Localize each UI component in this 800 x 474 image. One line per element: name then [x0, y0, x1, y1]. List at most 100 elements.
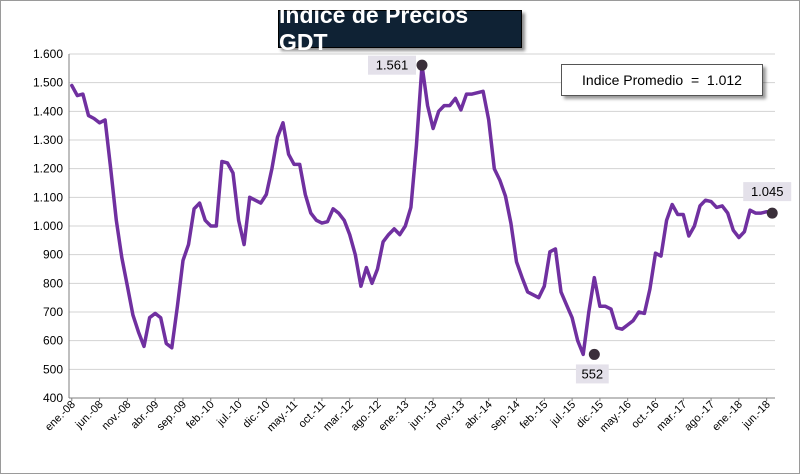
data-point [632, 319, 634, 321]
data-point [382, 241, 384, 243]
data-point [109, 167, 111, 169]
data-point [660, 255, 662, 257]
chart-title: Indice de Precios GDT [279, 2, 469, 55]
data-point [265, 193, 267, 195]
x-tick-label: feb.-15 [518, 399, 551, 432]
y-tick-label: 1.400 [33, 104, 63, 118]
data-point [193, 208, 195, 210]
data-point [465, 93, 467, 95]
data-point [326, 221, 328, 223]
data-point [132, 314, 134, 316]
data-point [76, 94, 78, 96]
data-point [215, 225, 217, 227]
data-point [87, 114, 89, 116]
data-point [337, 212, 339, 214]
annotation-box [575, 364, 609, 384]
data-point [682, 213, 684, 215]
y-tick-label: 700 [43, 305, 63, 319]
data-point [749, 209, 751, 211]
data-point [282, 122, 284, 124]
data-point [287, 153, 289, 155]
data-point [437, 110, 439, 112]
data-point [510, 222, 512, 224]
data-point [248, 196, 250, 198]
data-point [721, 205, 723, 207]
annotation-box [368, 55, 416, 75]
data-point [693, 225, 695, 227]
data-point [143, 345, 145, 347]
data-point [649, 288, 651, 290]
data-point [82, 93, 84, 95]
x-tick-label: jun.-13 [406, 399, 439, 432]
data-point [499, 179, 501, 181]
data-point [538, 296, 540, 298]
data-point [743, 231, 745, 233]
y-tick-label: 800 [43, 276, 63, 290]
data-point [71, 84, 73, 86]
data-point [315, 219, 317, 221]
data-point [638, 311, 640, 313]
data-point [565, 304, 567, 306]
data-point [276, 136, 278, 138]
x-tick-label: ene.-18 [710, 399, 745, 434]
data-point [582, 353, 584, 355]
data-point [549, 251, 551, 253]
annotations: 1.561 552 1.045 [368, 55, 792, 384]
y-axis-ticks: 400 500 600 700 800 900 1.000 1.100 1.200 1.300 1.… [33, 47, 63, 405]
data-point [482, 90, 484, 92]
x-tick-label: may.-11 [265, 399, 300, 434]
x-tick-label: sep.-14 [488, 399, 522, 433]
data-point [515, 261, 517, 263]
data-point [443, 104, 445, 106]
data-point [371, 282, 373, 284]
data-point [460, 109, 462, 111]
data-point [710, 200, 712, 202]
data-point [365, 266, 367, 268]
data-point [98, 122, 100, 124]
y-tick-label: 1.300 [33, 133, 63, 147]
data-point [688, 235, 690, 237]
data-point [476, 92, 478, 94]
data-point [643, 312, 645, 314]
data-point [415, 145, 417, 147]
data-point [504, 195, 506, 197]
gridlines [69, 53, 775, 399]
data-point [171, 347, 173, 349]
data-point [104, 119, 106, 121]
data-point [754, 212, 756, 214]
data-point [454, 97, 456, 99]
data-point [198, 202, 200, 204]
data-point [304, 193, 306, 195]
chart-title-box: Indice de Precios GDT [278, 2, 522, 55]
annotation-marker [416, 59, 428, 71]
average-box: Indice Promedio = 1.012 [561, 64, 763, 96]
data-point [376, 268, 378, 270]
data-point [732, 229, 734, 231]
data-point [715, 206, 717, 208]
x-tick-label: nov.-13 [433, 399, 467, 433]
data-point [360, 285, 362, 287]
data-point [293, 163, 295, 165]
x-tick-label: may.-16 [598, 399, 634, 435]
data-point [387, 233, 389, 235]
data-point [738, 236, 740, 238]
x-tick-label: ago.-17 [682, 399, 717, 434]
annotation-label: 552 [581, 366, 603, 381]
x-tick-label: ago.-12 [349, 399, 384, 434]
x-tick-label: ene.-13 [377, 399, 412, 434]
data-point [493, 167, 495, 169]
data-point [260, 202, 262, 204]
data-point [671, 203, 673, 205]
data-point [226, 162, 228, 164]
y-tick-label: 400 [43, 391, 63, 405]
data-point [121, 256, 123, 258]
data-point [727, 212, 729, 214]
data-point [182, 259, 184, 261]
data-point [532, 294, 534, 296]
x-tick-label: nov.-08 [100, 399, 134, 433]
data-point [588, 311, 590, 313]
data-point [543, 285, 545, 287]
data-point [654, 252, 656, 254]
data-point [332, 208, 334, 210]
